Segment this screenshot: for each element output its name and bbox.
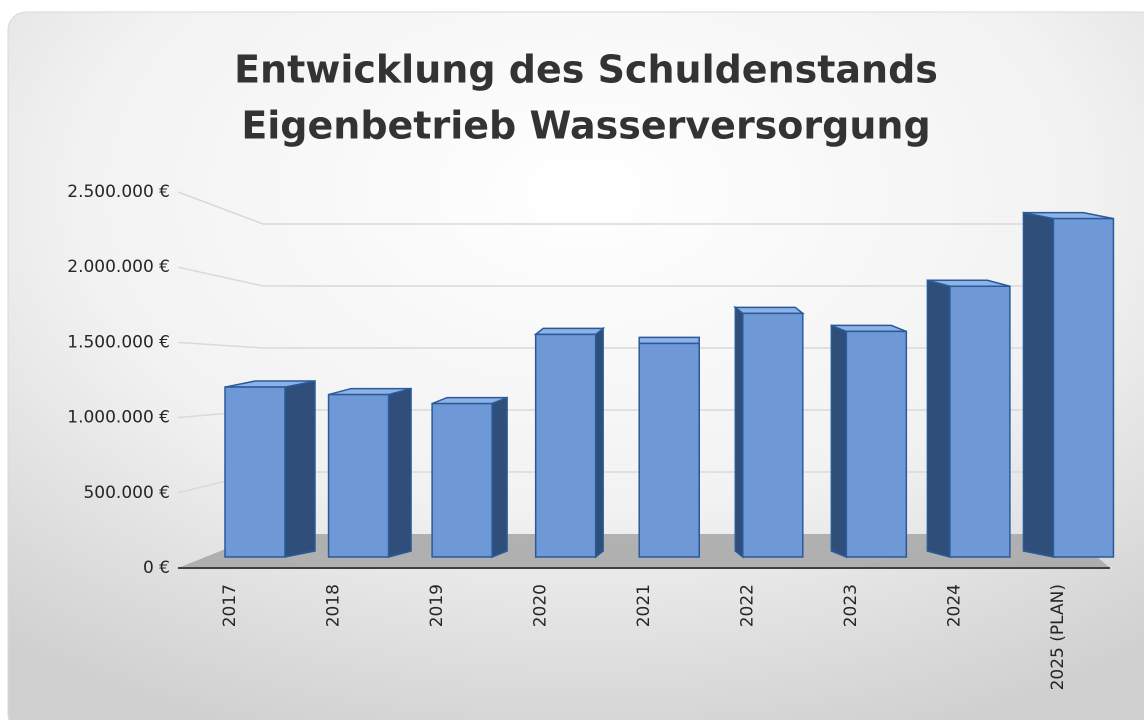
chart-title: Entwicklung des Schuldenstands [234,48,938,92]
bar-side [387,387,412,558]
grid-line [177,191,1110,225]
x-tick-label: 2020 [530,584,550,627]
y-tick-label: 2.000.000 € [67,257,170,277]
x-tick-label: 2022 [738,584,758,627]
y-tick-label: 0 € [143,558,170,578]
bar-top [431,396,508,405]
bar [327,393,390,558]
grid-line [177,341,1110,349]
bar [949,285,1011,558]
y-tick-label: 1.500.000 € [67,332,170,352]
y-tick-label: 1.000.000 € [67,408,170,428]
bar-top [831,324,907,333]
bar-side [284,380,316,558]
y-tick-label: 500.000 € [83,483,170,503]
bar [534,333,597,558]
x-tick-label: 2021 [634,584,654,627]
x-tick-label: 2023 [841,584,861,627]
bar-top [733,306,805,315]
x-tick-label: 2024 [945,584,965,627]
bar-top [638,336,700,345]
bar-side [830,324,848,559]
bar-side [926,279,951,558]
bar-side [491,396,508,559]
bar [845,330,908,558]
bar [431,402,493,558]
chart-title: Eigenbetrieb Wasserversorgung [241,104,930,148]
bar-side [734,305,744,559]
x-tick-label: 2025 (PLAN) [1048,584,1068,690]
bar [638,342,700,558]
x-tick-label: 2018 [323,584,343,627]
bar-side [1022,211,1055,558]
x-tick-label: 2017 [220,584,240,627]
y-tick-label: 2.500.000 € [67,182,170,202]
bar [1052,217,1115,558]
grid-line [177,266,1110,287]
x-tick-label: 2019 [427,584,447,627]
bar-top [533,327,606,336]
bar [224,386,286,558]
bar [742,312,804,558]
bar-side [594,326,604,559]
